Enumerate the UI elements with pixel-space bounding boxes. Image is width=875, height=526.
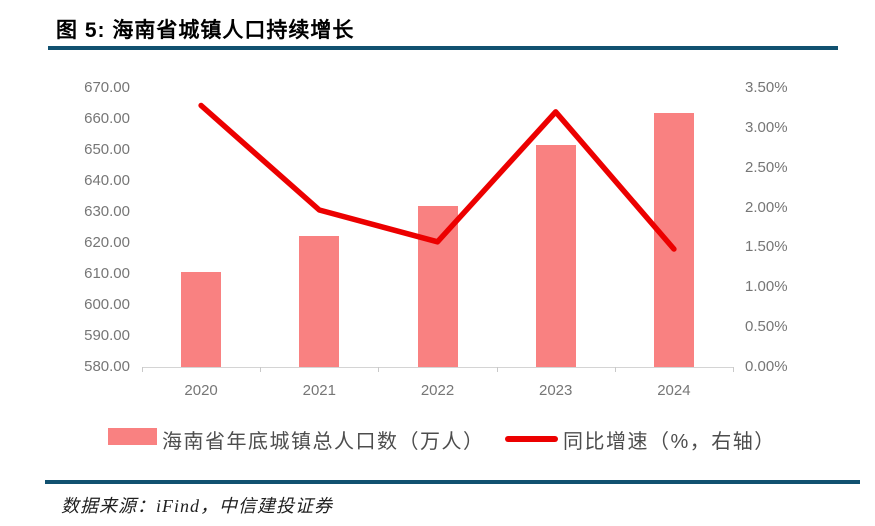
x-axis-tick-label: 2022	[420, 382, 455, 399]
data-source: 数据来源：iFind，中信建投证券	[61, 496, 333, 516]
left-axis-tick-label: 590.00	[84, 327, 130, 344]
left-axis-tick-label: 580.00	[84, 358, 130, 375]
x-axis-line	[142, 367, 733, 368]
right-axis-tick-label: 1.00%	[745, 278, 788, 296]
title-divider	[48, 46, 838, 50]
x-axis-tick-mark	[142, 367, 143, 372]
bar-series-legend-label: 海南省年底城镇总人口数（万人）	[162, 431, 485, 453]
line-series-legend-label: 同比增速（%，右轴）	[563, 431, 776, 453]
x-axis-tick-mark	[733, 367, 734, 372]
left-axis-tick-label: 640.00	[84, 172, 130, 189]
left-axis-tick-label: 670.00	[84, 79, 130, 96]
x-axis-tick-mark	[260, 367, 262, 372]
right-axis-tick-label: 1.50%	[745, 238, 788, 256]
left-axis-tick-label: 650.00	[84, 141, 130, 158]
x-axis-tick-label: 2023	[539, 382, 573, 399]
line-series-swatch	[505, 436, 558, 442]
x-axis-tick-label: 2024	[657, 382, 691, 399]
right-axis-tick-label: 0.00%	[745, 358, 788, 375]
right-axis-tick-label: 0.50%	[745, 318, 788, 336]
bar-2024	[653, 113, 694, 367]
figure-title: 图 5: 海南省城镇人口持续增长	[56, 19, 355, 42]
right-axis-tick-label: 2.50%	[745, 158, 788, 176]
right-axis-tick-label: 3.00%	[745, 118, 788, 136]
left-axis-tick-label: 610.00	[84, 265, 130, 282]
right-axis-tick-label: 2.00%	[745, 198, 788, 216]
left-axis-tick-label: 600.00	[84, 296, 130, 313]
left-axis-tick-label: 620.00	[84, 234, 130, 251]
bar-2021	[299, 235, 340, 367]
bar-2022	[417, 205, 458, 367]
left-axis-tick-label: 630.00	[84, 203, 130, 220]
bar-2020	[181, 272, 222, 367]
x-axis-tick-mark	[378, 367, 380, 372]
x-axis-tick-mark	[496, 367, 498, 372]
right-axis-tick-label: 3.50%	[745, 79, 788, 96]
x-axis-tick-mark	[614, 367, 616, 372]
x-axis-tick-label: 2021	[302, 382, 336, 399]
x-axis-tick-label: 2020	[184, 382, 218, 399]
bar-series-swatch	[108, 428, 157, 445]
left-axis-tick-label: 660.00	[84, 110, 130, 127]
bar-2023	[535, 145, 576, 367]
footer-divider	[45, 480, 860, 484]
